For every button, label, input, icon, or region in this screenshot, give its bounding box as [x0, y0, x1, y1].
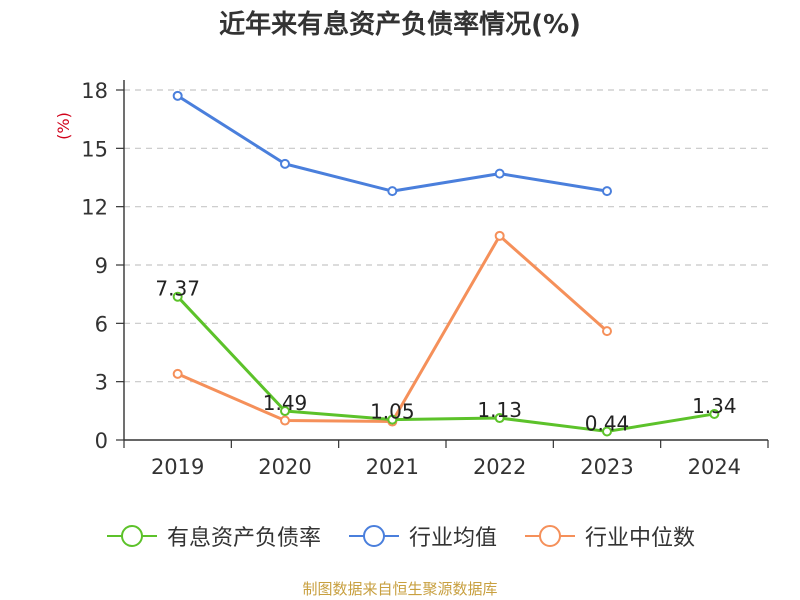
data-label: 7.37 [155, 277, 200, 301]
data-label: 1.05 [370, 400, 415, 424]
data-point [172, 90, 183, 101]
data-point [602, 426, 612, 437]
data-point [494, 413, 505, 424]
x-tick-label: 2021 [366, 455, 419, 479]
data-point [494, 230, 505, 241]
legend-marker [348, 525, 399, 547]
legend-marker [525, 525, 575, 547]
grid-lines [124, 89, 768, 383]
axes: (%) 0 3 6 9 12 15 18 2019 2020 2021 2022 2023 2024 [54, 79, 769, 479]
legend: 有息资产负债率 行业均值 行业中位数 [0, 520, 800, 552]
y-tick-label: 12 [81, 196, 108, 220]
legend-circle [539, 525, 561, 547]
data-point [602, 186, 612, 197]
data-label: 0.44 [585, 411, 630, 435]
x-tick-label: 2019 [151, 455, 204, 479]
data-point [387, 186, 398, 197]
x-tick-label: 2020 [258, 455, 311, 479]
data-point [172, 368, 183, 379]
data-point [709, 408, 720, 419]
data-point [602, 326, 612, 337]
data-point [387, 414, 398, 425]
y-tick-label: 3 [95, 371, 108, 395]
chart-title: 近年来有息资产负债率情况(%) [219, 10, 581, 40]
data-label: 1.49 [263, 391, 308, 415]
legend-label: 行业中位数 [585, 526, 696, 551]
x-tick-label: 2022 [473, 455, 526, 479]
legend-circle [120, 525, 143, 547]
series-line [177, 234, 608, 424]
y-tick-label: 6 [95, 312, 108, 336]
data-labels: 7.37 1.49 1.05 1.13 0.44 1.34 [155, 277, 736, 436]
series-line [176, 295, 715, 433]
data-label: 1.13 [477, 398, 522, 422]
legend-marker [106, 525, 157, 547]
y-tick-label: 9 [95, 254, 108, 278]
legend-label: 有息资产负债率 [166, 526, 321, 551]
y-axis-label: (%) [54, 112, 73, 140]
legend-label: 行业均值 [408, 526, 497, 551]
legend-circle [362, 525, 385, 547]
legend-item[interactable]: 行业中位数 [523, 520, 695, 552]
series-line [176, 94, 608, 193]
data-point [280, 415, 290, 426]
data-point [280, 158, 290, 169]
data-label: 1.34 [692, 394, 737, 418]
legend-item[interactable]: 行业均值 [347, 520, 497, 552]
y-tick-label: 0 [95, 429, 108, 453]
line-chart: (%) 0 3 6 9 12 15 18 2019 2020 2021 2022 2023 2024 7… [54, 79, 769, 479]
data-point [172, 291, 183, 302]
y-tick-label: 18 [81, 79, 108, 103]
data-point [280, 406, 290, 417]
x-tick-label: 2023 [580, 455, 633, 479]
series-lines [172, 90, 720, 437]
source-note: 制图数据来自恒生聚源数据库 [302, 580, 498, 598]
data-point [494, 168, 505, 179]
legend-item[interactable]: 有息资产负债率 [105, 520, 321, 552]
y-tick-label: 15 [81, 137, 108, 161]
x-tick-label: 2024 [688, 455, 741, 479]
